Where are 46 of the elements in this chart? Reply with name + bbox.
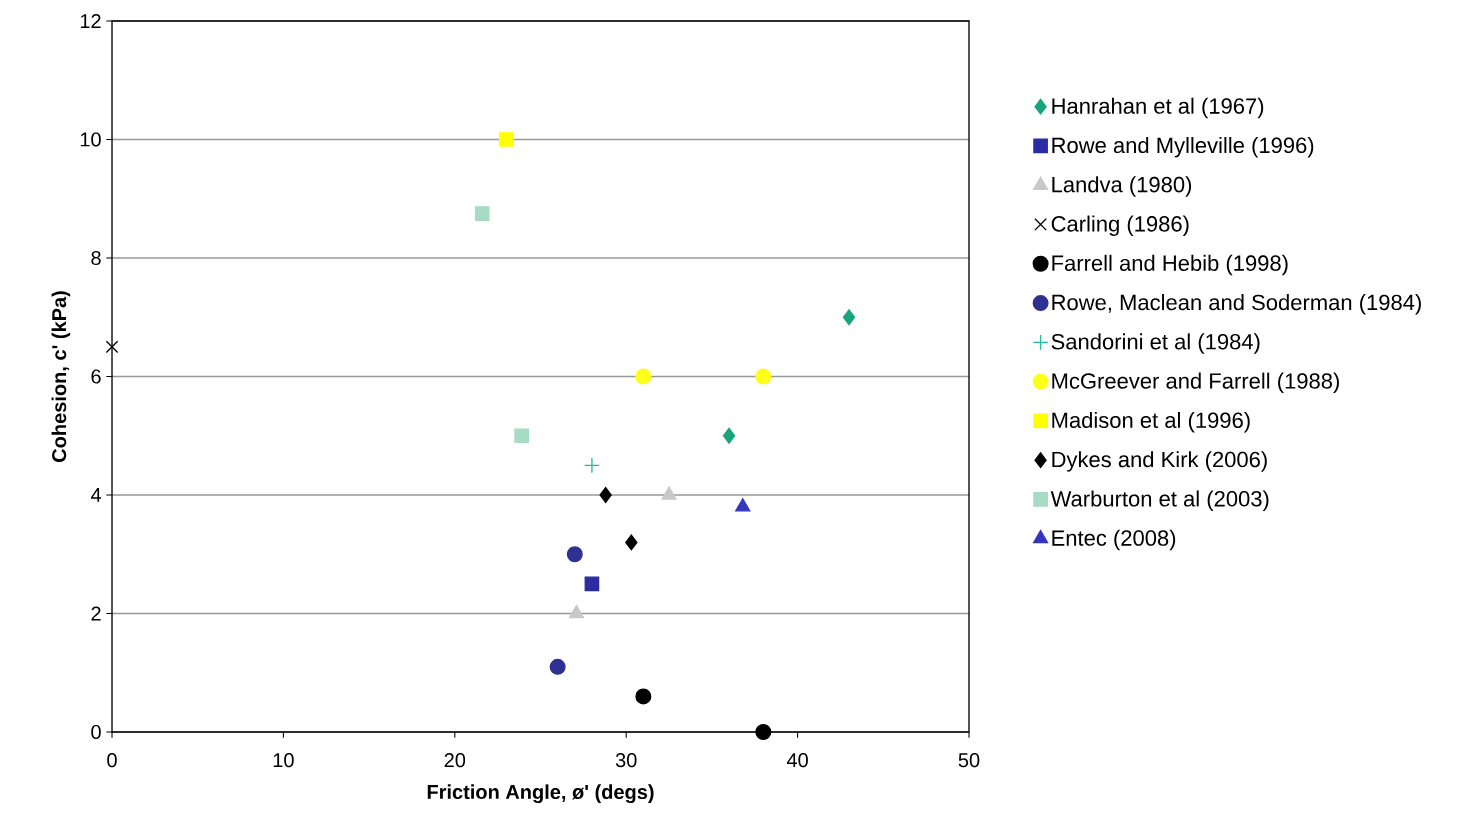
point <box>635 368 652 385</box>
x-tick-label: 20 <box>444 753 466 768</box>
point <box>568 604 585 619</box>
point <box>599 486 612 503</box>
x-axis-title: Friction Angle, ø' (degs) <box>427 784 654 804</box>
y-axis-title: Cohesion, c' (kPa) <box>51 291 71 462</box>
point <box>755 368 772 385</box>
y-tick-label: 4 <box>90 488 102 502</box>
y-tick-label: 8 <box>91 250 101 266</box>
legend-label: Rowe, Maclean and Soderman (1984) <box>1052 294 1421 315</box>
y-tick-label: 6 <box>91 369 101 384</box>
point <box>635 688 652 705</box>
point <box>755 723 772 740</box>
y-tick-label: 10 <box>80 132 101 147</box>
point <box>625 534 638 551</box>
y-tick-label: 2 <box>91 606 101 621</box>
x-tick-label: 10 <box>273 753 294 768</box>
point <box>498 132 514 147</box>
legend-label: Warburton et al (2003) <box>1050 490 1269 511</box>
legend-label: McGreever and Farrell (1988) <box>1052 372 1339 394</box>
point <box>474 206 490 221</box>
point <box>514 428 529 444</box>
point <box>735 498 751 512</box>
legend-label: Sandorini et al (1984) <box>1051 333 1260 354</box>
point <box>722 427 736 444</box>
y-tick-label: 12 <box>80 14 101 28</box>
legend-label: Rowe and Mylleville (1996) <box>1052 136 1314 158</box>
legend-label: Entec (2008) <box>1052 529 1176 551</box>
point <box>661 486 677 500</box>
point <box>584 576 600 592</box>
x-tick-label: 30 <box>615 753 637 768</box>
legend-label: Dykes and Kirk (2006) <box>1052 451 1267 472</box>
legend-label: Farrell and Hebib (1998) <box>1052 254 1288 276</box>
y-tick-label: 0 <box>91 724 101 740</box>
point <box>105 340 119 354</box>
legend-label: Madison et al (1996) <box>1052 411 1250 433</box>
legend-label: Landva (1980) <box>1052 176 1192 197</box>
legend-label: Carling (1986) <box>1051 215 1189 237</box>
legend-label: Hanrahan et al (1967) <box>1052 97 1264 119</box>
point <box>583 457 600 474</box>
point <box>842 309 856 326</box>
point <box>566 546 583 563</box>
x-tick-label: 0 <box>107 753 117 768</box>
x-tick-label: 50 <box>958 753 980 768</box>
x-tick-label: 40 <box>786 753 808 768</box>
point <box>549 658 566 675</box>
